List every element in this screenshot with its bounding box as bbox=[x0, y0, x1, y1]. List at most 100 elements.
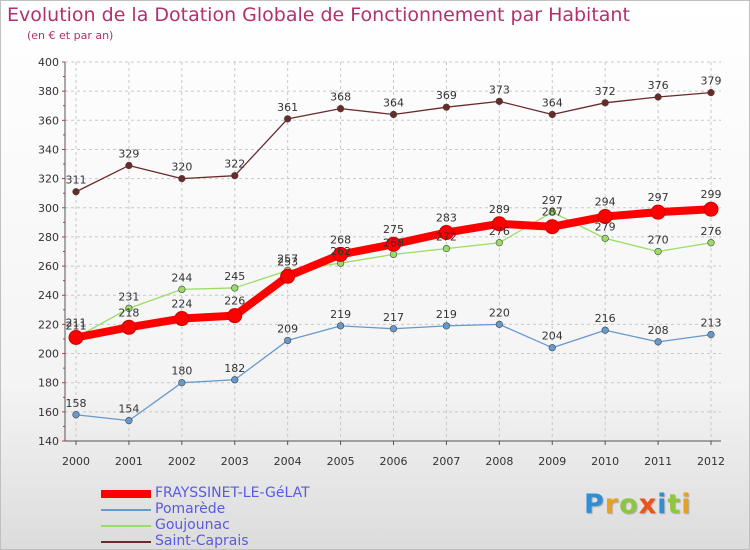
x-tick-label: 2000 bbox=[62, 455, 90, 468]
x-tick-label: 2002 bbox=[168, 455, 196, 468]
x-tick-label: 2005 bbox=[327, 455, 355, 468]
data-label-frayssinet-le-gelat: 226 bbox=[224, 295, 245, 308]
y-tick-label: 380 bbox=[38, 85, 59, 98]
data-label-saint-caprais: 379 bbox=[701, 75, 722, 88]
data-point-saint-caprais bbox=[707, 89, 715, 97]
data-label-frayssinet-le-gelat: 275 bbox=[383, 223, 404, 236]
data-point-saint-caprais bbox=[389, 110, 398, 119]
data-point-pomarede bbox=[707, 330, 715, 339]
data-label-pomarede: 213 bbox=[701, 317, 722, 330]
data-label-pomarede: 204 bbox=[542, 330, 563, 343]
data-label-saint-caprais: 368 bbox=[330, 91, 351, 104]
logo-letter: t bbox=[667, 489, 682, 520]
data-label-pomarede: 216 bbox=[595, 312, 616, 325]
y-tick-label: 200 bbox=[38, 348, 59, 361]
data-point-frayssinet-le-gelat bbox=[703, 201, 719, 217]
data-point-frayssinet-le-gelat bbox=[333, 246, 349, 262]
chart-subtitle: (en € et par an) bbox=[27, 29, 114, 42]
data-label-pomarede: 217 bbox=[383, 311, 404, 324]
data-label-saint-caprais: 322 bbox=[224, 158, 245, 171]
data-label-goujounac: 262 bbox=[330, 245, 351, 258]
legend-label: Saint-Caprais bbox=[155, 533, 249, 549]
data-point-frayssinet-le-gelat bbox=[280, 268, 296, 284]
data-label-goujounac: 244 bbox=[171, 271, 192, 284]
logo-letter: i bbox=[681, 489, 692, 520]
data-point-goujounac bbox=[231, 284, 239, 292]
data-label-saint-caprais: 364 bbox=[383, 96, 404, 109]
data-point-frayssinet-le-gelat bbox=[227, 308, 243, 324]
data-label-goujounac: 245 bbox=[224, 270, 245, 283]
data-label-pomarede: 209 bbox=[277, 322, 298, 335]
data-label-saint-caprais: 369 bbox=[436, 89, 457, 102]
data-label-saint-caprais: 320 bbox=[171, 161, 192, 174]
data-point-goujounac bbox=[495, 239, 503, 247]
data-label-frayssinet-le-gelat: 287 bbox=[542, 206, 563, 219]
x-tick-label: 2009 bbox=[538, 455, 566, 468]
data-point-frayssinet-le-gelat bbox=[491, 216, 507, 232]
logo-letter: o bbox=[619, 489, 639, 520]
data-point-frayssinet-le-gelat bbox=[544, 219, 560, 235]
data-point-pomarede bbox=[231, 376, 239, 384]
legend-swatch bbox=[101, 525, 151, 527]
series-goujounac bbox=[72, 208, 715, 342]
data-point-pomarede bbox=[125, 416, 133, 425]
data-label-saint-caprais: 311 bbox=[66, 174, 87, 187]
data-label-saint-caprais: 376 bbox=[648, 79, 669, 92]
data-point-pomarede bbox=[389, 325, 398, 333]
y-tick-label: 400 bbox=[38, 56, 59, 69]
data-point-saint-caprais bbox=[125, 161, 133, 170]
data-label-pomarede: 180 bbox=[171, 365, 192, 378]
data-label-saint-caprais: 361 bbox=[277, 101, 298, 114]
data-label-frayssinet-le-gelat: 218 bbox=[118, 306, 139, 319]
y-tick-label: 360 bbox=[38, 114, 59, 127]
data-label-saint-caprais: 329 bbox=[118, 147, 139, 160]
data-point-pomarede bbox=[72, 411, 80, 419]
data-point-goujounac bbox=[601, 234, 609, 242]
data-point-pomarede bbox=[548, 344, 556, 352]
legend-swatch bbox=[101, 490, 151, 498]
data-point-pomarede bbox=[178, 379, 186, 387]
y-tick-label: 160 bbox=[38, 406, 59, 419]
data-point-frayssinet-le-gelat bbox=[68, 330, 84, 346]
y-tick-label: 280 bbox=[38, 231, 59, 244]
x-tick-label: 2001 bbox=[115, 455, 143, 468]
data-label-saint-caprais: 373 bbox=[489, 83, 510, 96]
data-label-frayssinet-le-gelat: 253 bbox=[277, 255, 298, 268]
data-point-pomarede bbox=[284, 336, 292, 345]
x-tick-label: 2012 bbox=[697, 455, 725, 468]
data-label-frayssinet-le-gelat: 224 bbox=[171, 298, 192, 311]
y-tick-label: 340 bbox=[38, 143, 59, 156]
data-point-frayssinet-le-gelat bbox=[597, 209, 613, 225]
data-label-goujounac: 211 bbox=[66, 320, 87, 333]
data-label-goujounac: 268 bbox=[383, 236, 404, 249]
data-point-saint-caprais bbox=[284, 115, 292, 123]
data-label-saint-caprais: 364 bbox=[542, 96, 563, 109]
x-tick-label: 2008 bbox=[485, 455, 513, 468]
data-label-frayssinet-le-gelat: 211 bbox=[66, 317, 87, 330]
data-point-saint-caprais bbox=[231, 172, 239, 180]
data-point-frayssinet-le-gelat bbox=[121, 319, 137, 335]
data-point-saint-caprais bbox=[548, 110, 556, 119]
data-label-pomarede: 219 bbox=[330, 308, 351, 321]
data-label-goujounac: 272 bbox=[436, 231, 457, 244]
data-label-frayssinet-le-gelat: 283 bbox=[436, 212, 457, 225]
data-point-pomarede bbox=[654, 338, 662, 346]
data-label-frayssinet-le-gelat: 297 bbox=[648, 191, 669, 204]
x-tick-label: 2007 bbox=[432, 455, 460, 468]
logo-letter: x bbox=[638, 489, 658, 520]
proxiti-logo: Proxiti bbox=[584, 489, 692, 520]
y-tick-label: 220 bbox=[38, 318, 59, 331]
series-frayssinet-le-gelat bbox=[68, 201, 719, 346]
data-point-frayssinet-le-gelat bbox=[438, 225, 454, 241]
logo-letter: P bbox=[584, 489, 605, 520]
data-label-goujounac: 297 bbox=[542, 194, 563, 207]
data-point-goujounac bbox=[548, 208, 556, 216]
x-tick-label: 2006 bbox=[380, 455, 408, 468]
data-label-frayssinet-le-gelat: 299 bbox=[701, 188, 722, 201]
y-tick-label: 300 bbox=[38, 202, 59, 215]
data-point-frayssinet-le-gelat bbox=[174, 311, 190, 327]
y-tick-label: 240 bbox=[38, 289, 59, 302]
x-tick-label: 2011 bbox=[644, 455, 672, 468]
